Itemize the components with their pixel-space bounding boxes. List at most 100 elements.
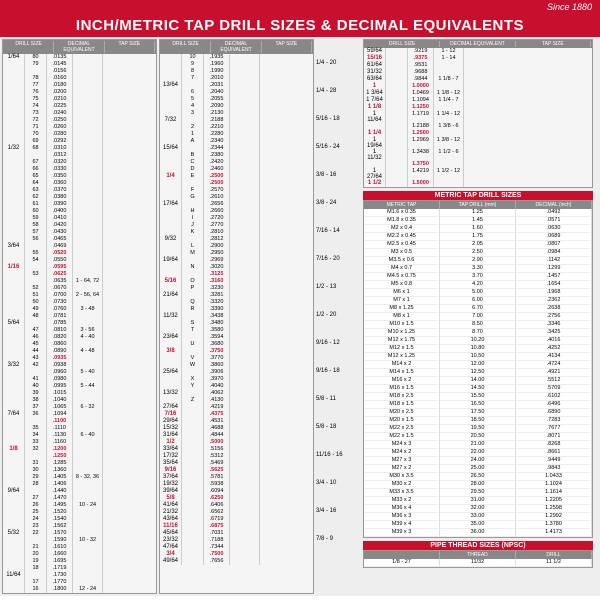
metric-row: M7 x 16.00.2362 [364, 297, 592, 305]
drill-row: .2500 [160, 180, 313, 187]
drill-row: 66.0330 [3, 166, 156, 173]
drill-row: 21.1610 [3, 544, 156, 551]
metric-row: M14 x 1.512.50.4921 [364, 369, 592, 377]
drill-row: 79.0145 [3, 61, 156, 68]
tap-size: 3/4 - 10 [316, 469, 361, 497]
drill-row: 70.0280 [3, 131, 156, 138]
drill-row: L.2900 [160, 243, 313, 250]
tap-size: 7/16 - 14 [316, 217, 361, 245]
drill-col-1: DRILL SIZEDECIMAL EQUIVALENTTAP SIZE 1/6… [2, 39, 157, 594]
drill-row: 21/64.3281 [160, 292, 313, 299]
pipe-section: PIPE THREAD SIZES (NPSC) THREADDRILL 1/8… [363, 541, 593, 568]
since-banner: Since 1880 [0, 0, 600, 14]
drill-row: 11/32.3438 [160, 313, 313, 320]
drill-row: 23/64.3594 [160, 334, 313, 341]
drill-row: 19/64.2969 [160, 257, 313, 264]
drill-row: .1100 [3, 418, 156, 425]
drill-row: 78.0160 [3, 75, 156, 82]
drill-row: 61/64.9531 [364, 62, 592, 69]
drill-row: 1.21881 3/8 - 6 [364, 123, 592, 130]
metric-row: M39 x 336.001.4173 [364, 529, 592, 537]
drill-row: 37.10656 - 32 [3, 404, 156, 411]
drill-row: 31.1285 [3, 460, 156, 467]
metric-row: M20 x 2.517.50.6890 [364, 409, 592, 417]
drill-row: 30.1360 [3, 467, 156, 474]
metric-row: M8 x 1.256.70.2638 [364, 305, 592, 313]
drill-row: 46.08204 - 40 [3, 334, 156, 341]
tap-size: 5/16 - 18 [316, 105, 361, 133]
tap-size: 1/4 - 20 [316, 49, 361, 77]
drill-row: 45.0860 [3, 341, 156, 348]
drill-row: 77.0180 [3, 82, 156, 89]
drill-row: 33.1160 [3, 439, 156, 446]
drill-row: 51.07002 - 56, 64 [3, 292, 156, 299]
tap-size: 11/16 - 16 [316, 441, 361, 469]
drill-row: 3/64.0469 [3, 243, 156, 250]
drill-row: 50.0730 [3, 299, 156, 306]
drill-row: 1/6480.0135 [3, 54, 156, 61]
drill-row: Z.4130 [160, 397, 313, 404]
drill-row: 56.0465 [3, 236, 156, 243]
drill-row: F.2570 [160, 187, 313, 194]
drill-row: 2.2210 [160, 124, 313, 131]
metric-row: M1.8 x 0.351.45.0571 [364, 217, 592, 225]
metric-row: M3.5 x 0.62.90.1142 [364, 257, 592, 265]
drill-row: 73.0240 [3, 110, 156, 117]
drill-row: 7/32.2188 [160, 117, 313, 124]
tap-size: 1/2 - 20 [316, 301, 361, 329]
drill-row: 1/2.5000 [160, 439, 313, 446]
drill-row: 1.2280 [160, 131, 313, 138]
tap-size: 7/16 - 20 [316, 245, 361, 273]
drill-row: 57.0430 [3, 229, 156, 236]
drill-row: .1250 [3, 453, 156, 460]
drill-row: 3/3242.0938 [3, 362, 156, 369]
right-panel: DRILL SIZEDECIMAL EQUIVALENTTAP SIZE 59/… [363, 39, 593, 594]
drill-row: 75.0210 [3, 96, 156, 103]
drill-row: 1 19/641.29691 3/8 - 12 [364, 137, 592, 149]
drill-row: 9.1960 [160, 61, 313, 68]
drill-row: 47.08103 - 56 [3, 327, 156, 334]
metric-row: M33 x 3.529.501.1614 [364, 489, 592, 497]
metric-row: M30 x 3.526.501.0433 [364, 473, 592, 481]
metric-row: M27 x 324.00.9449 [364, 457, 592, 465]
drill-row: 7/6436.1094 [3, 411, 156, 418]
metric-row: M18 x 2.515.50.6102 [364, 393, 592, 401]
drill-row: N.3020 [160, 264, 313, 271]
drill-row: 43/64.6719 [160, 516, 313, 523]
metric-row: M8 x 17.00.2756 [364, 313, 592, 321]
drill-row: 24.1540 [3, 516, 156, 523]
drill-row: 28.1406 [3, 481, 156, 488]
drill-row: .3125 [160, 271, 313, 278]
metric-row: M1.6 x 0.351.25.0492 [364, 209, 592, 217]
drill-row: 15/16.93751 - 14 [364, 55, 592, 62]
drill-row: 61.0390 [3, 201, 156, 208]
drill-row: 62.0380 [3, 194, 156, 201]
metric-row: M20 x 1.518.50.7283 [364, 417, 592, 425]
drill-row: 20.1660 [3, 551, 156, 558]
drill-row: K.2810 [160, 229, 313, 236]
drill-row: 25/64.3906 [160, 369, 313, 376]
drill-row: 1 11/641.17191 1/4 - 12 [364, 111, 592, 123]
drill-row: 27.1470 [3, 495, 156, 502]
tap-size: 3/8 - 24 [316, 189, 361, 217]
drill-row: 71.0260 [3, 124, 156, 131]
drill-row: .159010 - 32 [3, 537, 156, 544]
drill-row: 26.149510 - 24 [3, 502, 156, 509]
tap-col: 1/4 - 201/4 - 285/16 - 185/16 - 243/8 - … [316, 39, 361, 594]
drill-row: R.3390 [160, 306, 313, 313]
drill-row: B.2380 [160, 152, 313, 159]
drill-row: .06351 - 64, 72 [3, 278, 156, 285]
drill-row: X.3970 [160, 376, 313, 383]
drill-row: 10.1935 [160, 54, 313, 61]
metric-row: M10 x 1.58.50.3346 [364, 321, 592, 329]
drill-row: 1/16.0595 [3, 264, 156, 271]
metric-row: M12 x 1.510.80.4252 [364, 345, 592, 353]
metric-section: METRIC TAP DRILL SIZES METRIC TAPTAP DRI… [363, 191, 593, 538]
drill-row: 1 7/641.10941 1/4 - 7 [364, 97, 592, 104]
drill-row: 4.2090 [160, 103, 313, 110]
drill-row: 44.08904 - 48 [3, 348, 156, 355]
drill-row: 15/64.2344 [160, 145, 313, 152]
drill-row: P.3230 [160, 285, 313, 292]
drill-row: 16.180012 - 24 [3, 586, 156, 593]
tap-size: 7/8 - 9 [316, 525, 361, 553]
